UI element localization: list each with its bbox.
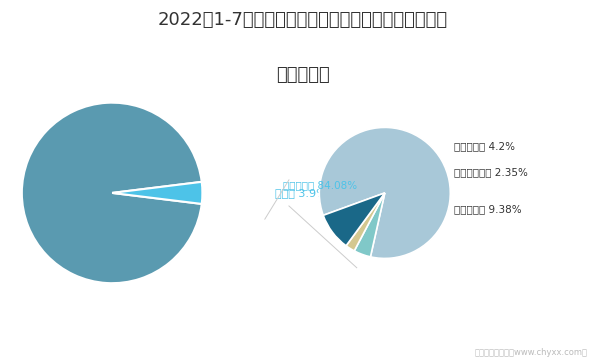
Text: 水力发电量 4.2%: 水力发电量 4.2% xyxy=(454,141,514,151)
Text: 太阳能发电量 2.35%: 太阳能发电量 2.35% xyxy=(454,167,527,177)
Wedge shape xyxy=(346,193,385,251)
Text: 火力发电量 84.08%: 火力发电量 84.08% xyxy=(283,180,358,190)
Wedge shape xyxy=(22,103,202,283)
Text: 风力发电量 9.38%: 风力发电量 9.38% xyxy=(454,204,521,214)
Text: 制图：智研咨询（www.chyxx.com）: 制图：智研咨询（www.chyxx.com） xyxy=(475,348,588,357)
Text: 2022年1-7月河南省发电量占全国比重及该地区各发电: 2022年1-7月河南省发电量占全国比重及该地区各发电 xyxy=(158,11,448,29)
Text: 类型占比图: 类型占比图 xyxy=(276,66,330,83)
Text: 河南省 3.9%: 河南省 3.9% xyxy=(275,188,327,198)
Wedge shape xyxy=(112,182,202,204)
Wedge shape xyxy=(319,127,450,258)
Wedge shape xyxy=(323,193,385,246)
Wedge shape xyxy=(355,193,385,257)
